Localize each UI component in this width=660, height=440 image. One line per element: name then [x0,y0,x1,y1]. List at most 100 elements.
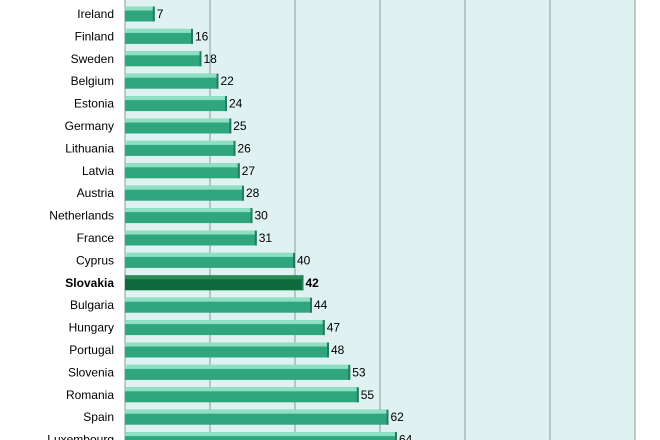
bar-highlight [125,163,240,168]
category-label: Lithuania [65,141,114,155]
bar-edge [327,342,329,358]
bar-highlight [125,185,244,190]
category-label: Portugal [69,343,114,357]
bar-highlight [125,140,236,145]
category-label: Austria [77,186,115,200]
value-label: 25 [233,119,247,133]
value-label: 31 [259,231,273,245]
bar-edge [356,387,359,403]
bar-edge [348,364,351,380]
bar-edge [301,275,304,291]
bar-highlight [125,275,304,280]
category-label: Slovakia [65,276,114,290]
bar-edge [242,185,244,201]
bar-highlight [125,364,351,369]
bar-highlight [125,432,397,437]
bar [125,140,236,156]
value-label: 47 [327,321,341,335]
category-label: Ireland [77,7,114,21]
bar-highlight [125,252,295,257]
bar-edge [254,230,257,246]
value-label: 28 [246,186,260,200]
bar-highlight [125,230,257,235]
category-label: Sweden [71,52,114,66]
category-label: Romania [66,388,114,402]
value-label: 42 [306,276,320,290]
value-label: 18 [204,52,218,66]
category-label: Luxembourg [47,433,114,440]
value-label: 30 [255,209,269,223]
bar-edge [386,409,389,425]
bar [125,320,325,336]
bar [125,387,359,403]
category-label: Finland [75,29,114,43]
bar-highlight [125,96,227,101]
value-label: 22 [221,74,235,88]
value-label: 16 [195,29,209,43]
bar-edge [322,320,325,336]
bar-edge [225,96,227,112]
value-label: 48 [331,343,345,357]
bar-highlight [125,409,389,414]
category-label: Estonia [74,97,114,111]
bar [125,163,240,179]
category-label: Netherlands [49,209,114,223]
bar-edge [199,51,202,67]
bar [125,28,193,44]
value-label: 53 [352,365,366,379]
bar [125,409,389,425]
value-label: 64 [399,433,413,440]
bar-highlight [125,342,329,347]
bar-edge [229,118,232,134]
value-label: 40 [297,253,311,267]
category-label: Cyprus [76,253,114,267]
bar-highlight [125,208,253,213]
category-label: Latvia [82,164,114,178]
category-label: Spain [83,410,114,424]
bar-edge [293,252,295,268]
bar-edge [250,208,253,224]
category-labels: Ireland Finland Sweden Belgium Estonia German… [47,7,114,440]
bar-edge [310,297,312,313]
bar [125,6,155,22]
bar-highlight [125,387,359,392]
category-label: Hungary [69,321,114,335]
value-label: 26 [238,141,252,155]
bar-highlight [125,320,325,325]
bar-edge [237,163,240,179]
category-label: Germany [65,119,114,133]
value-label: 24 [229,97,243,111]
bar [125,252,295,268]
bar [125,73,219,89]
bar [125,118,232,134]
value-label: 62 [391,410,405,424]
bar [125,364,351,380]
bar-highlight [125,28,193,33]
bars [125,6,397,440]
category-label: Belgium [71,74,114,88]
bar [125,96,227,112]
bar [125,208,253,224]
bar-highlight [125,6,155,11]
value-label: 55 [361,388,375,402]
bar-edge [191,28,193,44]
bar-edge [216,73,219,89]
category-label: Bulgaria [70,298,114,312]
bar-edge [395,432,397,440]
bar-highlight [125,73,219,78]
bar [125,51,202,67]
bar [125,342,329,358]
bar-edge [152,6,155,22]
category-label: France [77,231,115,245]
bar [125,275,304,291]
category-label: Slovenia [68,365,114,379]
bar-highlight [125,297,312,302]
bar [125,432,397,440]
bar-highlight [125,51,202,56]
bar [125,297,312,313]
value-label: 27 [242,164,256,178]
bar [125,185,244,201]
bar-edge [233,140,236,156]
